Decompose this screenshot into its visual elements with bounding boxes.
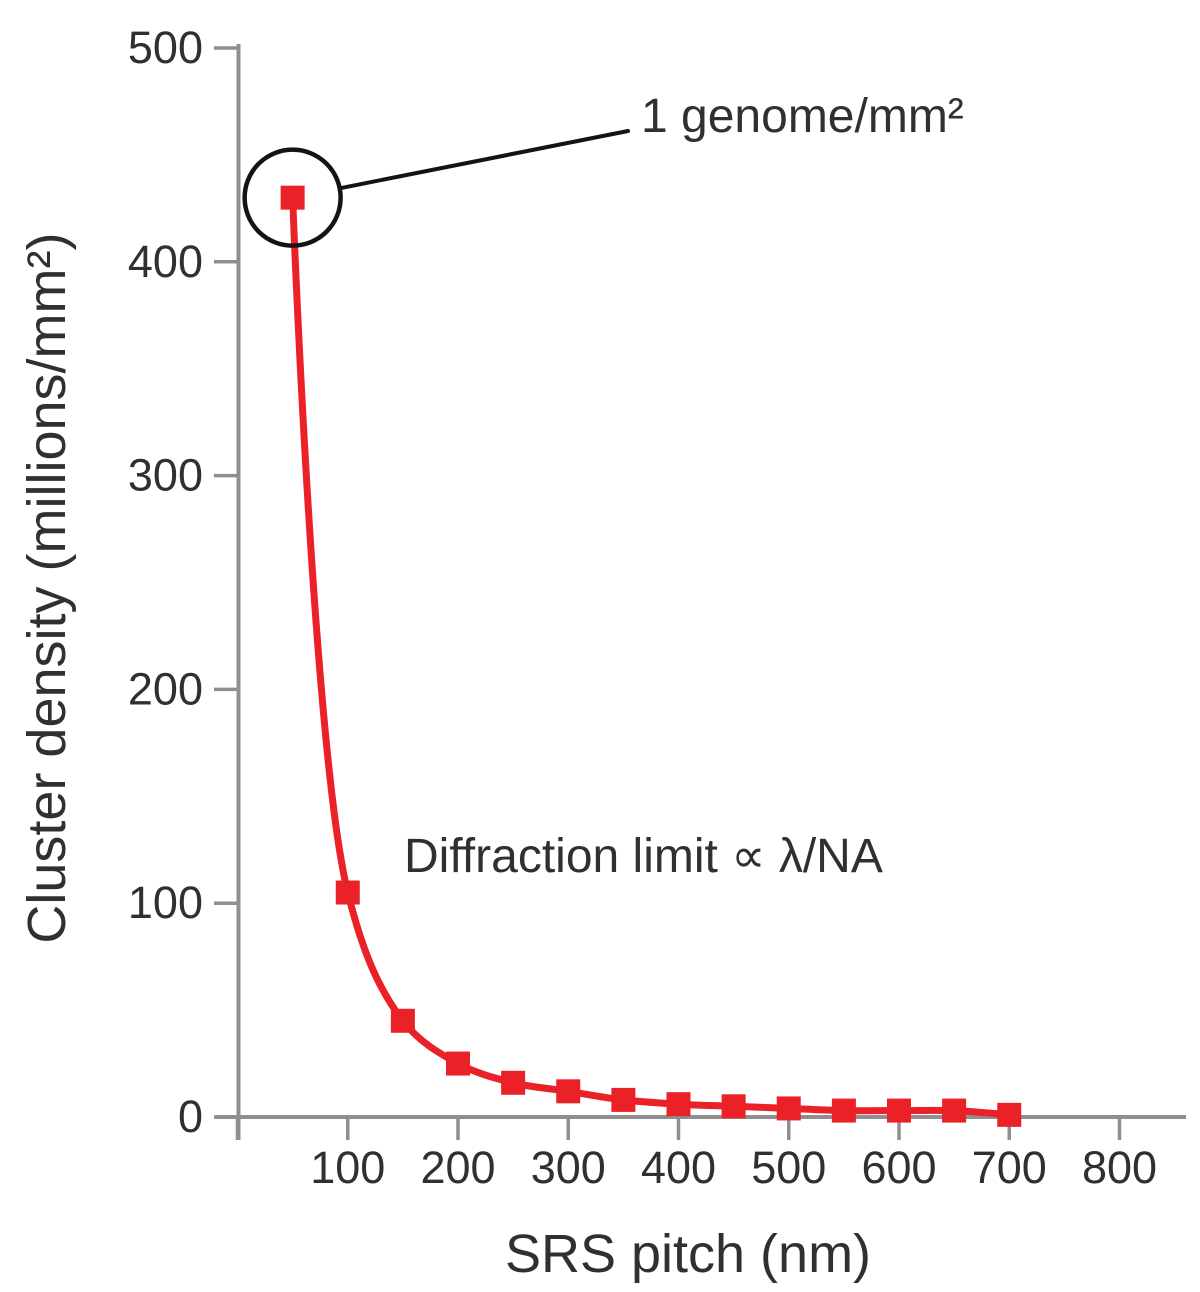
data-point-marker xyxy=(280,185,305,210)
y-tick-label: 200 xyxy=(128,663,203,714)
data-point-marker xyxy=(776,1096,801,1121)
y-tick-label: 500 xyxy=(128,22,203,73)
callout-leader-line xyxy=(339,129,630,190)
x-tick-label: 300 xyxy=(531,1142,606,1193)
x-tick-label: 700 xyxy=(972,1142,1047,1193)
y-tick-label: 300 xyxy=(128,450,203,501)
data-point-marker xyxy=(887,1098,911,1123)
x-tick-label: 100 xyxy=(310,1142,385,1193)
x-tick-label: 800 xyxy=(1082,1142,1157,1193)
y-tick-label: 400 xyxy=(128,236,203,287)
x-tick-label: 200 xyxy=(420,1142,495,1193)
data-point-marker xyxy=(390,1008,415,1033)
data-point-marker xyxy=(556,1079,581,1104)
x-tick-label: 600 xyxy=(861,1142,936,1193)
data-point-marker xyxy=(611,1087,636,1112)
data-point-marker xyxy=(831,1098,856,1123)
data-point-marker xyxy=(666,1092,691,1117)
callout-circle xyxy=(242,147,343,248)
y-axis-title: Cluster density (millions/mm²) xyxy=(16,232,77,944)
x-axis-title: SRS pitch (nm) xyxy=(504,1224,872,1284)
data-point-marker xyxy=(942,1098,967,1123)
fit-curve xyxy=(289,194,1013,1119)
data-point-marker xyxy=(446,1051,470,1076)
x-tick-label: 500 xyxy=(751,1142,826,1193)
y-tick-label: 0 xyxy=(178,1091,203,1142)
annotation-diffraction-limit-label: Diffraction limit ∝ λ/NA xyxy=(404,830,883,883)
annotation-genome-density-label: 1 genome/mm² xyxy=(641,90,964,143)
data-point-marker xyxy=(501,1070,526,1095)
data-point-marker xyxy=(721,1094,746,1119)
data-point-marker xyxy=(997,1102,1022,1127)
y-tick-label: 100 xyxy=(128,877,203,928)
x-tick-label: 400 xyxy=(641,1142,716,1193)
data-point-marker xyxy=(335,880,360,905)
